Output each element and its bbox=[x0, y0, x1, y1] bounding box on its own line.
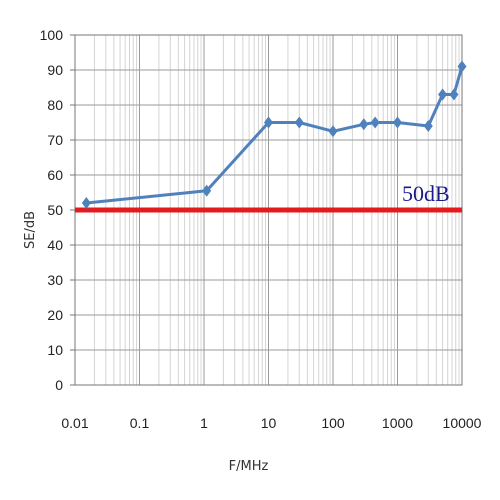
data-point-marker bbox=[294, 116, 304, 129]
data-point-marker bbox=[264, 116, 273, 129]
x-tick-label: 10 bbox=[261, 415, 277, 431]
y-tick-label: 0 bbox=[55, 377, 63, 393]
x-tick-label: 10000 bbox=[443, 415, 482, 431]
x-tick-label: 0.01 bbox=[61, 415, 88, 431]
x-tick-label: 1000 bbox=[382, 415, 413, 431]
data-point-marker bbox=[457, 60, 467, 73]
y-tick-label: 40 bbox=[47, 237, 63, 253]
x-axis-title: F/MHz bbox=[229, 459, 269, 474]
y-axis-tick-labels: 0 10 20 30 40 50 60 70 80 90 100 bbox=[40, 27, 64, 393]
x-tick-label: 1 bbox=[200, 415, 208, 431]
y-tick-label: 90 bbox=[47, 62, 63, 78]
data-point-marker bbox=[81, 197, 91, 209]
x-axis-tick-labels: 0.01 0.1 1 10 100 1000 10000 bbox=[61, 415, 481, 431]
data-point-marker bbox=[393, 116, 402, 129]
data-point-marker bbox=[423, 120, 433, 132]
y-tick-label: 70 bbox=[47, 132, 63, 148]
y-tick-label: 100 bbox=[40, 27, 64, 43]
x-tick-label: 0.1 bbox=[130, 415, 150, 431]
y-tick-label: 80 bbox=[47, 97, 63, 113]
series-layer bbox=[81, 60, 467, 209]
data-point-marker bbox=[438, 88, 448, 101]
y-tick-label: 60 bbox=[47, 167, 63, 183]
data-point-marker bbox=[202, 184, 212, 197]
data-point-marker bbox=[449, 88, 459, 101]
data-point-marker bbox=[370, 116, 380, 129]
y-axis-title: SE/dB bbox=[23, 211, 38, 249]
threshold-label: 50dB bbox=[402, 181, 450, 206]
y-tick-label: 50 bbox=[47, 202, 63, 218]
y-tick-label: 10 bbox=[47, 342, 63, 358]
data-point-marker bbox=[328, 125, 338, 138]
data-point-marker bbox=[359, 118, 369, 131]
x-tick-label: 100 bbox=[321, 415, 345, 431]
y-tick-label: 30 bbox=[47, 272, 63, 288]
y-tick-label: 20 bbox=[47, 307, 63, 323]
